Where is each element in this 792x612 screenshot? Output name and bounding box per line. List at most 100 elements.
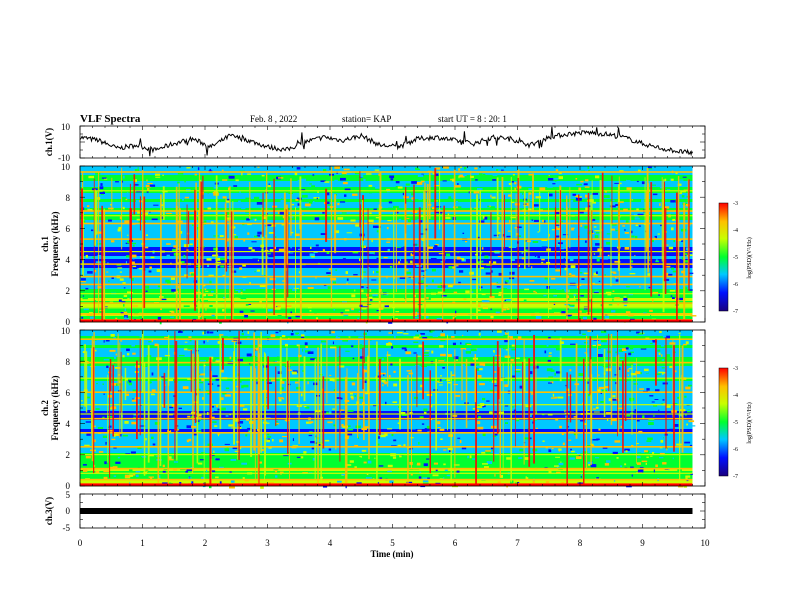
spectrogram-speckle: [360, 410, 366, 412]
spectrogram-speckle: [121, 180, 123, 183]
spectrogram-speckle: [115, 181, 119, 183]
spectrogram-speckle: [390, 381, 392, 383]
ch1-waveform-ticks: [79, 125, 706, 159]
spectrogram-speckle: [555, 418, 559, 421]
spectrogram-speckle: [148, 341, 152, 343]
spectrogram-speckle: [583, 342, 588, 344]
spectrogram-speckle: [168, 429, 171, 431]
spectrogram-speckle: [470, 175, 474, 178]
spectrogram-speckle: [595, 175, 600, 179]
ch1-ytick-10: 10: [61, 162, 71, 172]
spectrogram-speckle: [606, 241, 611, 245]
spectrogram-speckle: [291, 447, 297, 449]
spectrogram-speckle: [296, 344, 300, 347]
spectrogram-speckle: [358, 396, 364, 399]
spectrogram-speckle: [309, 183, 312, 185]
spectrogram-speckle: [503, 432, 509, 436]
spectrogram-speckle: [369, 299, 373, 301]
spectrogram-speckle: [495, 450, 499, 453]
spectrogram-streak: [597, 334, 598, 406]
spectrogram-band: [80, 467, 693, 470]
spectrogram-speckle: [148, 270, 152, 273]
ch1-ytick-top: 10: [61, 122, 71, 132]
spectrogram-speckle: [244, 314, 248, 318]
spectrogram-streak: [590, 194, 592, 299]
spectrogram-speckle: [320, 180, 326, 182]
spectrogram-streak: [359, 171, 361, 228]
spectrogram-speckle: [684, 441, 691, 444]
spectrogram-streak: [232, 212, 234, 315]
spectrogram-speckle: [652, 451, 655, 454]
spectrogram-speckle: [440, 353, 446, 357]
spectrogram-streak: [533, 334, 535, 464]
spectrogram-speckle: [399, 258, 401, 261]
spectrogram-speckle: [457, 206, 462, 209]
spectrogram-speckle: [395, 318, 398, 320]
spectrogram-speckle: [192, 378, 197, 381]
time-axis-label: Time (min): [370, 549, 413, 559]
spectrogram-speckle: [459, 174, 465, 178]
spectrogram-speckle: [379, 382, 384, 384]
spectrogram-speckle: [479, 368, 483, 371]
spectrogram-streak: [578, 194, 580, 322]
spectrogram-speckle: [358, 414, 364, 416]
spectrogram-speckle: [310, 358, 316, 361]
spectrogram-speckle: [522, 233, 524, 237]
spectrogram-speckle: [254, 218, 257, 221]
spectrogram-speckle: [687, 408, 691, 410]
spectrogram-speckle: [492, 249, 497, 252]
spectrogram-speckle: [681, 270, 685, 274]
spectrogram-speckle: [669, 178, 671, 182]
spectrogram-speckle: [349, 331, 353, 334]
spectrogram-speckle: [514, 187, 516, 191]
spectrogram-speckle: [682, 176, 687, 178]
spectrogram-speckle: [372, 401, 378, 404]
spectrogram-speckle: [419, 178, 426, 180]
ch3-ytick-top: 5: [66, 490, 71, 500]
spectrogram-speckle: [497, 256, 503, 258]
spectrogram-speckle: [383, 378, 386, 381]
spectrogram-streak: [591, 180, 593, 220]
spectrogram-speckle: [612, 451, 618, 455]
spectrogram-speckle: [81, 316, 84, 319]
spectrogram-speckle: [605, 308, 611, 310]
spectrogram-speckle: [393, 383, 398, 387]
spectrogram-speckle: [395, 210, 399, 214]
spectrogram-streak: [192, 353, 194, 472]
spectrogram-speckle: [438, 211, 443, 214]
spectrogram-speckle: [635, 224, 639, 227]
spectrogram-speckle: [186, 439, 190, 443]
spectrogram-speckle: [648, 286, 651, 289]
spectrogram-speckle: [408, 447, 413, 450]
spectrogram-speckle: [585, 194, 588, 198]
spectrogram-speckle: [102, 191, 105, 193]
spectrogram-speckle: [393, 205, 399, 209]
spectrogram-speckle: [493, 234, 500, 237]
spectrogram-streak: [569, 374, 572, 423]
spectrogram-speckle: [530, 199, 534, 202]
spectrogram-speckle: [445, 253, 450, 257]
spectrogram-speckle: [594, 230, 600, 232]
spectrogram-streak: [566, 206, 568, 322]
spectrogram-speckle: [489, 205, 491, 208]
spectrogram-speckle: [580, 476, 582, 478]
ch1-ytick-bottom: -10: [58, 153, 70, 163]
spectrogram-speckle: [685, 253, 688, 256]
spectrogram-streak: [554, 207, 556, 259]
spectrogram-speckle: [247, 427, 252, 430]
spectrogram-speckle: [207, 192, 209, 194]
spectrogram-speckle: [131, 399, 137, 402]
spectrogram-speckle: [333, 309, 336, 311]
spectrogram-speckle: [584, 186, 590, 188]
spectrogram-speckle: [234, 291, 238, 294]
spectrogram-speckle: [239, 425, 241, 427]
spectrogram-speckle: [323, 284, 327, 286]
spectrogram-speckle: [296, 197, 302, 201]
spectrogram-speckle: [251, 241, 257, 243]
spectrogram-speckle: [305, 346, 308, 348]
spectrogram-speckle: [234, 287, 240, 290]
spectrogram-band: [80, 432, 693, 434]
spectrogram-streak: [143, 362, 146, 476]
spectrogram-streak: [103, 210, 106, 322]
spectrogram-speckle: [654, 235, 657, 239]
